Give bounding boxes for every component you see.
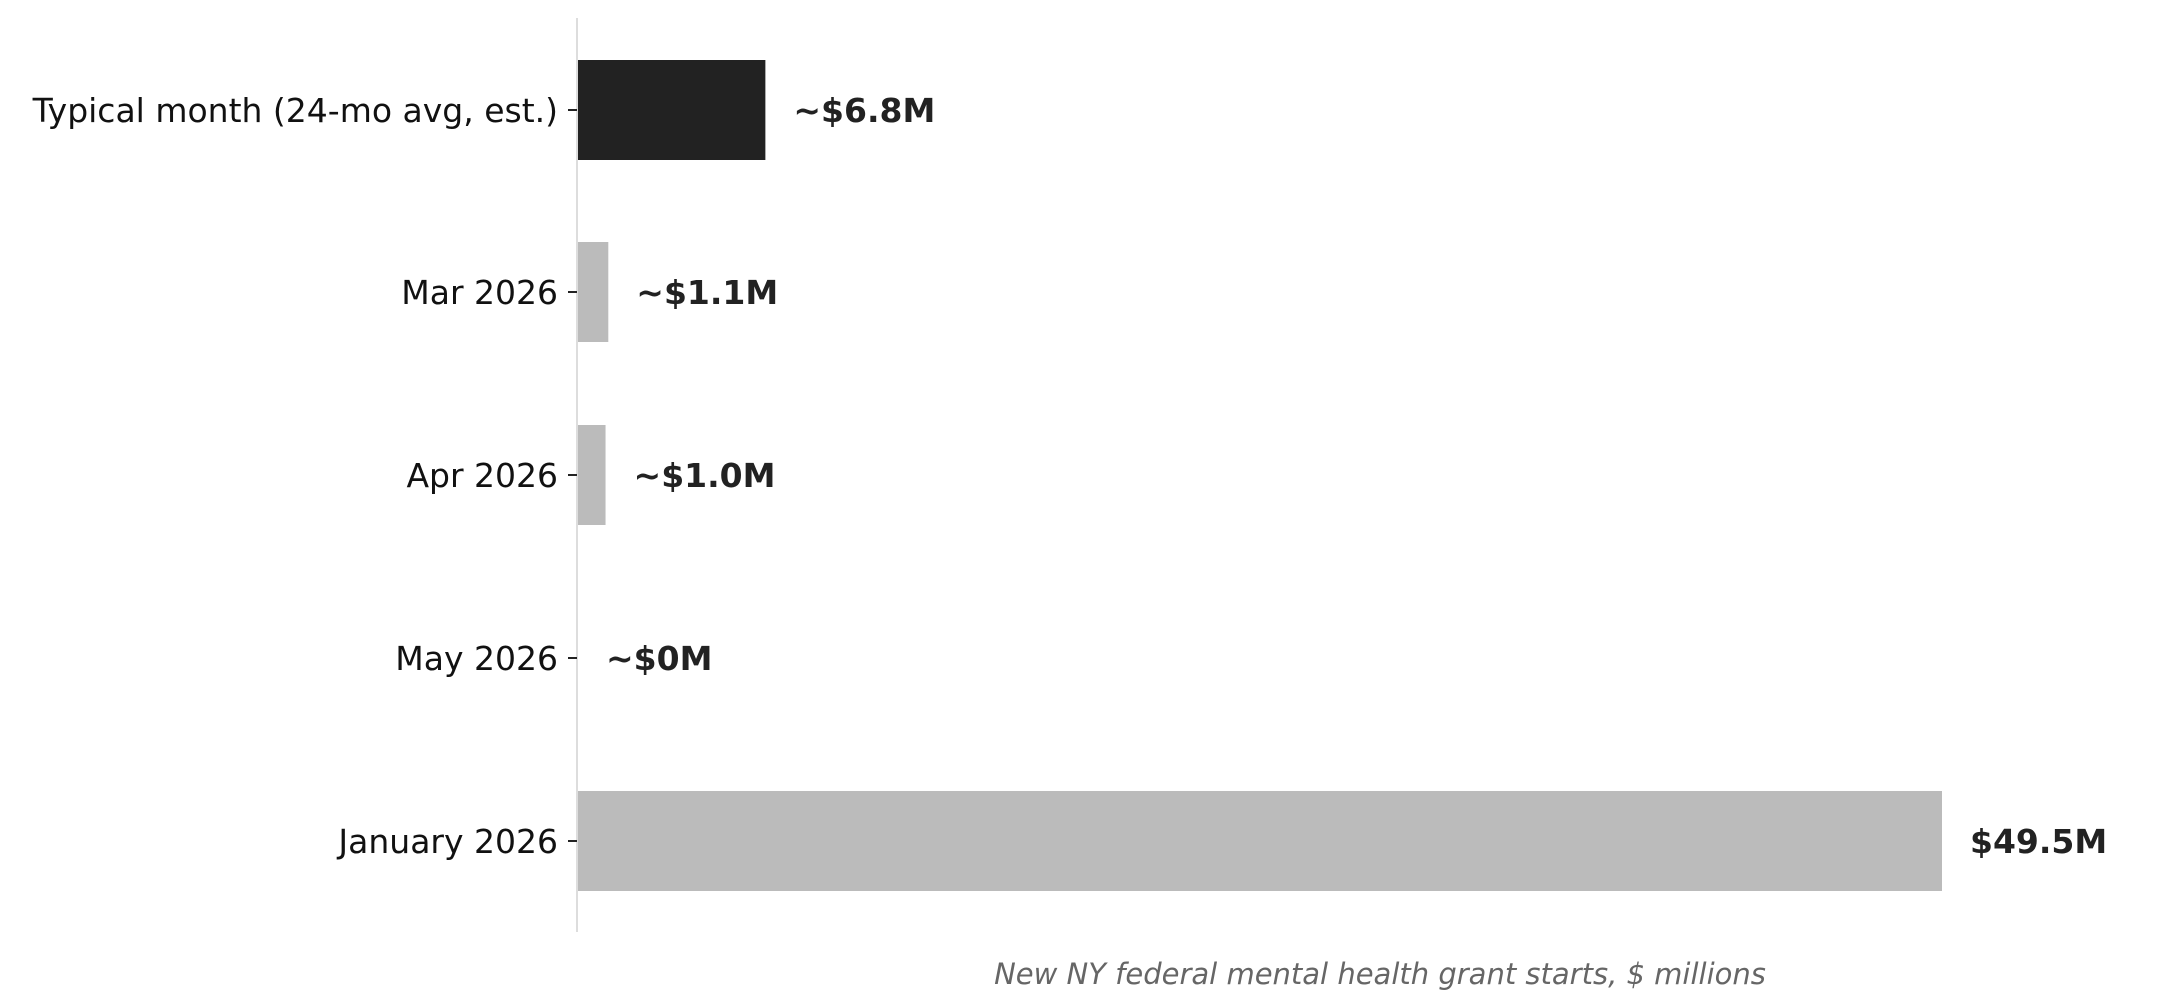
value-label: ~$1.0M [634,456,776,495]
category-labels-group: Typical month (24-mo avg, est.) Mar 2026 A… [32,91,558,861]
value-labels-group: ~$6.8M ~$1.1M ~$1.0M ~$0M $49.5M [606,91,2107,861]
value-label: $49.5M [1970,822,2107,861]
category-label: May 2026 [395,639,558,678]
bar [578,425,606,525]
category-label: Apr 2026 [406,456,558,495]
bar [578,60,766,160]
value-label: ~$0M [606,639,712,678]
y-ticks-group [568,109,577,842]
value-label: ~$1.1M [636,273,778,312]
bar [578,791,1942,891]
category-label: Typical month (24-mo avg, est.) [32,91,558,130]
category-label: Mar 2026 [401,273,558,312]
bar [578,242,609,342]
category-label: January 2026 [336,822,558,861]
bars-group [578,60,1942,891]
value-label: ~$6.8M [793,91,935,130]
x-axis-label: New NY federal mental health grant start… [994,957,1766,991]
